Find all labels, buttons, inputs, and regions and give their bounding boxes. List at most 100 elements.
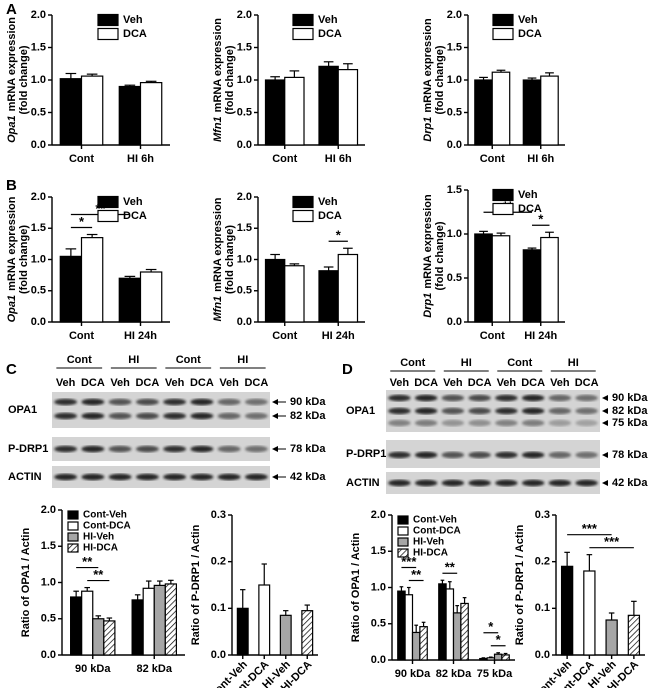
blot-band [217,445,241,453]
y-tick-label: 1.0 [237,74,252,86]
y-tick-label: 1.5 [447,184,462,196]
legend-swatch [292,27,314,41]
bar [92,618,105,656]
blot-band [190,412,214,420]
significance-label: *** [582,521,598,536]
legend-swatch [97,195,119,209]
y-tick-label: 0.2 [535,556,550,568]
lane-label: Veh [497,377,517,389]
blot-band [548,479,572,487]
blot-band [521,451,545,459]
bar [318,65,339,146]
y-axis-label: Mfn1 mRNA expression [212,197,224,321]
bar [452,612,462,661]
bar [153,584,166,656]
significance-label: * [496,632,502,647]
y-tick-label: 0.5 [31,285,46,297]
y-tick-label: 0.0 [447,139,462,151]
legend-label: DCA [318,28,342,40]
blot-band [575,407,598,415]
y-tick-label: 0.5 [31,106,46,118]
y-tick-label: 0.0 [211,649,226,661]
y-axis-label-gene: Opa1 [6,295,18,323]
y-axis-label: Ratio of P-DRP1 / Actin [190,524,202,645]
significance-label: *** [401,554,417,569]
bar [474,233,493,323]
blot-band [163,398,187,406]
bar [131,599,144,656]
group-label: HI [128,354,139,366]
blot-band [495,394,518,402]
y-axis-label-gene: Opa1 [6,115,18,143]
lane-label: Veh [165,377,185,389]
y-axis-label: Ratio of P-DRP1 / Actin [514,524,526,645]
legend-label: HI-DCA [413,548,448,559]
marker-arrowhead [602,480,608,486]
blot-band [244,398,268,406]
blot-band [217,473,241,481]
y-axis-label-unit: (fold change) [224,225,236,294]
y-tick-label: 1.5 [41,540,56,552]
legend-label: HI-DCA [83,543,118,554]
significance-label: *** [604,534,620,549]
blot-band [521,419,545,427]
y-tick-label: 1.5 [237,41,252,53]
blot-strip [52,392,270,428]
legend-label: DCA [123,28,147,40]
legend-swatch [67,521,79,531]
lane-label: Veh [443,377,463,389]
group-label: HI [461,357,472,369]
significance-label: ** [82,554,93,569]
blot-band [135,473,159,481]
legend-swatch [397,548,409,558]
y-axis-label-text: mRNA expression [422,18,434,113]
legend-label: Cont-Veh [83,510,127,521]
x-tick-label: HI 6h [527,153,554,165]
bar [627,614,641,656]
blot-band [548,407,572,415]
blot-band [575,479,598,487]
bar [411,631,421,661]
y-tick-label: 1.0 [447,228,462,240]
y-tick-label: 0.5 [237,285,252,297]
blot-band [163,473,187,481]
y-tick-label: 2.0 [237,191,252,203]
legend-swatch [67,532,79,542]
bar [103,620,116,656]
y-tick-label: 2.0 [371,509,386,521]
blot-band [468,479,491,487]
group-label: Cont [507,357,532,369]
blot-band [414,419,438,427]
y-tick-label: 0.3 [211,509,226,521]
bar [81,590,94,656]
bar [80,75,104,146]
legend-swatch [67,510,79,520]
group-label: Cont [400,357,425,369]
y-tick-label: 0.0 [31,139,46,151]
marker-arrowhead [272,413,278,419]
significance-label: * [336,228,342,243]
legend-swatch [292,209,314,223]
x-tick-label: HI 24h [322,330,355,342]
lane-label: DCA [521,377,545,389]
bar [397,590,406,661]
blot-band [468,451,491,459]
blot-band [135,445,159,453]
bar [337,68,359,146]
y-tick-label: 0.5 [41,613,56,625]
bar [236,607,249,656]
bar [522,249,542,323]
bar [142,587,155,656]
group-label: HI [568,357,579,369]
marker-label: 75 kDa [612,417,648,429]
bar [164,583,177,656]
y-axis-label-gene: Drp1 [422,293,434,318]
y-tick-label: 0.0 [31,316,46,328]
row-label: P-DRP1 [8,443,48,455]
blot-band [217,398,241,406]
blot-band [414,451,438,459]
blot-band [388,394,411,402]
y-tick-label: 0.5 [237,106,252,118]
blot-band [521,479,545,487]
significance-label: ** [95,201,106,216]
